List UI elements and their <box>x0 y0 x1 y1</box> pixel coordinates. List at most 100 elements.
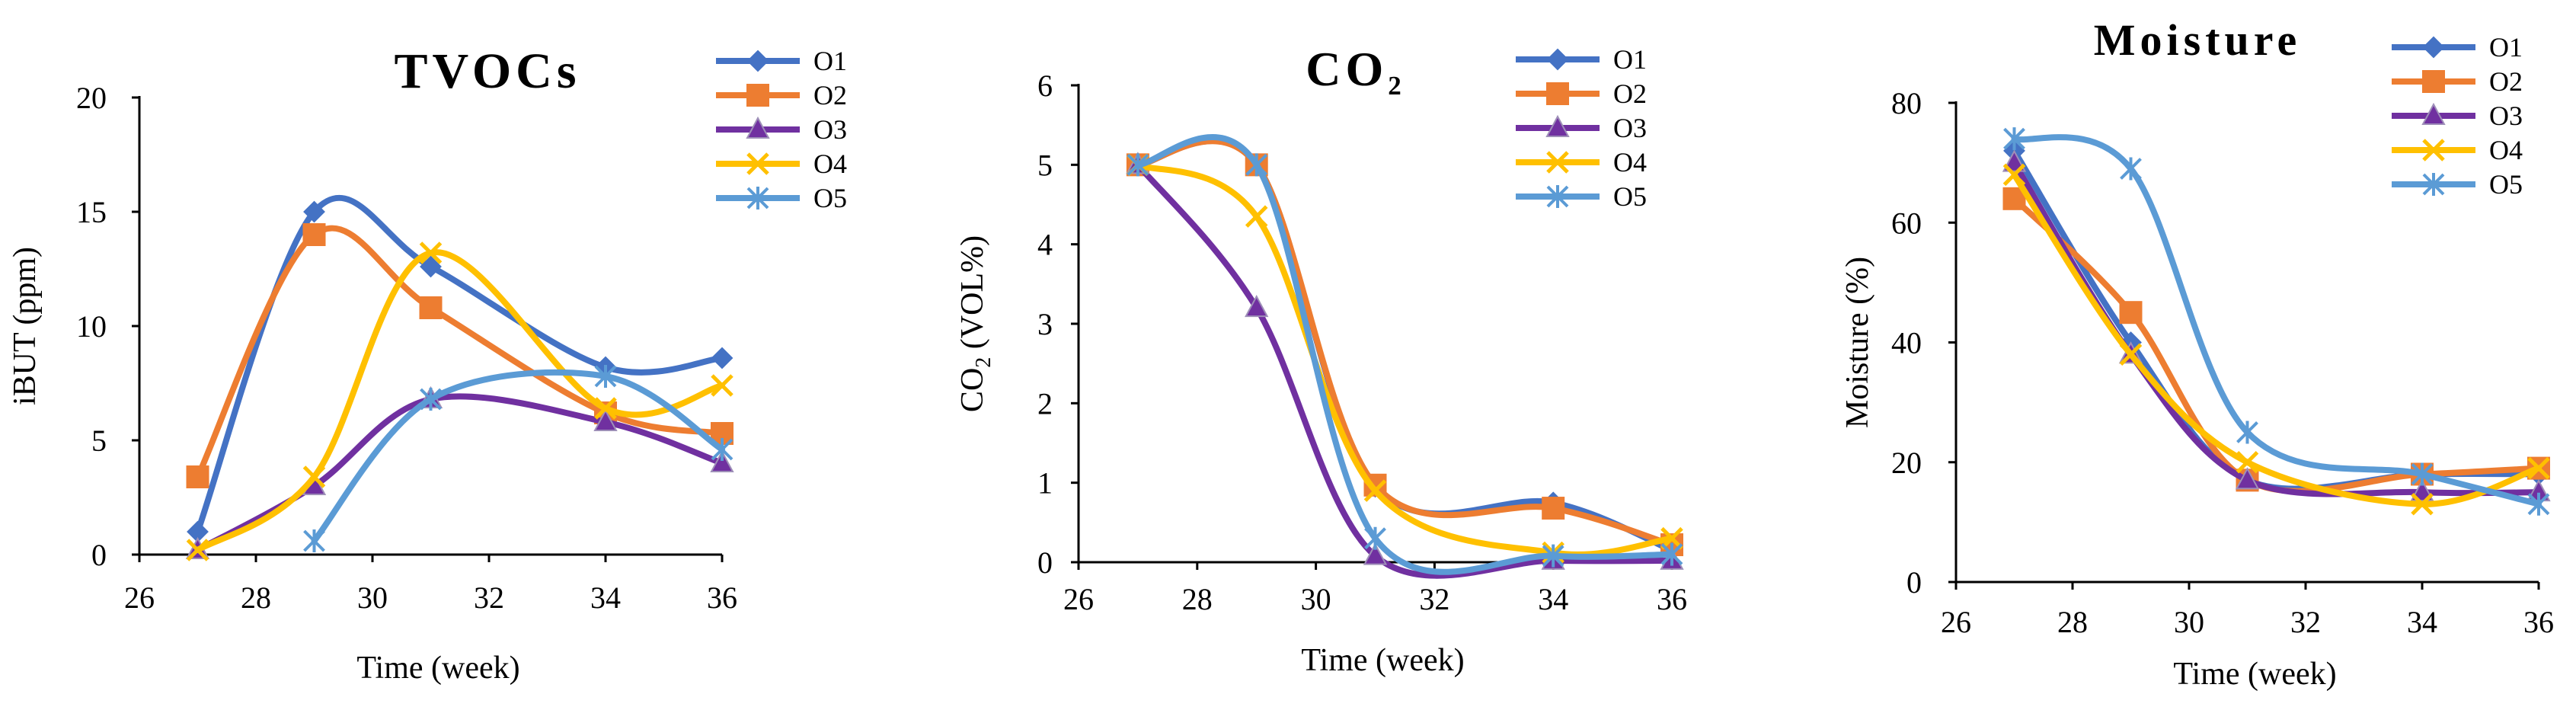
chart-title-subscript: 2 <box>1388 71 1406 101</box>
data-point-o3 <box>2410 478 2434 502</box>
series-line-o1 <box>2011 147 2542 492</box>
legend-label: O4 <box>1613 147 1647 178</box>
y-axis-label-main: Moisture (%) <box>1840 257 1875 428</box>
legend-label: O5 <box>1613 181 1647 212</box>
series-o2 <box>2002 187 2550 494</box>
legend-label: O4 <box>2489 135 2523 165</box>
x-axis-label: Time (week) <box>1301 643 1464 678</box>
data-point-o2 <box>302 223 326 246</box>
data-point-o3 <box>1363 542 1388 565</box>
legend-label: O2 <box>813 80 847 110</box>
x-tick-label: 36 <box>707 580 737 615</box>
legend-item-o3: O3 <box>2392 101 2523 131</box>
legend-label: O2 <box>2489 66 2523 97</box>
y-axis-label-unit: (VOL%) <box>955 235 990 357</box>
data-point-o4 <box>2119 343 2143 366</box>
legend-item-o1: O1 <box>716 46 847 76</box>
data-point-o3 <box>593 408 618 431</box>
y-axis-label: CO2 (VOL%) <box>955 235 996 412</box>
series-line-o5 <box>1134 134 1675 575</box>
legend-marker-o2 <box>1546 82 1569 105</box>
x-tick-label: 36 <box>2523 605 2554 639</box>
series-o2 <box>186 223 733 488</box>
series-o5 <box>2003 127 2550 516</box>
x-tick-label: 26 <box>124 580 155 615</box>
data-point-o2 <box>419 296 443 319</box>
x-tick-label: 34 <box>590 580 621 615</box>
legend-label: O4 <box>813 149 847 179</box>
legend-marker-o4 <box>2422 139 2445 162</box>
chart-tvocs: 0 5 10 15 20 26 28 30 32 34 36 Time (week) iBUT (ppm… <box>8 43 847 686</box>
x-tick-label: 26 <box>1063 582 1094 616</box>
series-line-o4 <box>1134 162 1675 558</box>
y-axis-label-main: iBUT (ppm) <box>8 247 43 405</box>
legend-item-o2: O2 <box>2392 66 2523 97</box>
data-point-o5 <box>2003 127 2025 151</box>
series-o1 <box>187 195 733 543</box>
x-tick-label: 30 <box>1301 582 1331 616</box>
y-tick-label: 60 <box>1891 206 1922 240</box>
y-tick-label: 4 <box>1037 228 1053 262</box>
series-o5 <box>1127 134 1683 575</box>
x-tick-label: 32 <box>474 580 504 615</box>
data-point-o4 <box>594 397 617 420</box>
data-point-o5 <box>1127 153 1149 177</box>
legend: O1 O2 O3 O4 O5 <box>2392 32 2523 200</box>
data-point-o4 <box>419 241 443 264</box>
x-axis-label: Time (week) <box>2173 657 2336 692</box>
y-axis-label: Moisture (%) <box>1840 257 1875 428</box>
x-tick-label: 32 <box>1419 582 1449 616</box>
x-tick-label: 32 <box>2290 605 2321 639</box>
legend-label: O3 <box>1613 113 1647 143</box>
chart-title: Moisture <box>2094 15 2301 65</box>
series-line-o1 <box>194 195 725 535</box>
legend-marker-o1 <box>1546 48 1569 71</box>
series-line-o5 <box>311 369 725 544</box>
y-tick-label: 2 <box>1037 386 1053 421</box>
legend-marker-o5 <box>1546 185 1569 208</box>
series-o3 <box>2002 149 2551 502</box>
series-o2 <box>1126 138 1683 557</box>
data-point-o3 <box>1245 295 1269 318</box>
data-point-o5 <box>1660 542 1683 566</box>
data-point-o5 <box>1542 544 1564 568</box>
legend-label: O3 <box>2489 101 2523 131</box>
legend-item-o2: O2 <box>716 80 847 110</box>
legend-marker-o5 <box>2422 173 2445 196</box>
series-o4 <box>186 241 733 561</box>
y-tick-label: 6 <box>1037 69 1053 103</box>
legend-label: O3 <box>813 114 847 145</box>
y-tick-label: 80 <box>1891 86 1922 120</box>
data-point-o4 <box>302 465 326 488</box>
series-line-o3 <box>194 393 725 553</box>
legend-item-o4: O4 <box>1516 147 1647 178</box>
chart-moisture: 0 20 40 60 80 26 28 30 32 34 36 Time (week) Moisture… <box>1840 15 2554 692</box>
data-point-o4 <box>2527 456 2550 480</box>
x-tick-label: 34 <box>1538 582 1568 616</box>
series-line-o1 <box>1134 138 1675 554</box>
y-tick-label: 0 <box>1037 545 1053 580</box>
legend-label: O1 <box>2489 32 2523 62</box>
x-axis-label: Time (week) <box>356 651 519 686</box>
data-point-o5 <box>2411 462 2434 486</box>
x-tick-label: 34 <box>2407 605 2437 639</box>
data-point-o5 <box>2527 492 2550 516</box>
y-axis-label: iBUT (ppm) <box>8 247 43 405</box>
chart-title-main: Moisture <box>2094 15 2301 65</box>
series-line-o2 <box>2011 195 2542 494</box>
legend-item-o3: O3 <box>716 114 847 145</box>
data-point-o5 <box>2236 421 2258 444</box>
legend-marker-o2 <box>746 84 769 107</box>
y-tick-label: 10 <box>76 309 107 344</box>
legend-marker-o4 <box>1546 151 1569 174</box>
data-point-o5 <box>1245 153 1268 177</box>
data-point-o5 <box>420 388 442 411</box>
legend-item-o5: O5 <box>2392 169 2523 200</box>
x-tick-label: 28 <box>241 580 271 615</box>
legend-item-o5: O5 <box>1516 181 1647 212</box>
data-point-o5 <box>711 438 733 461</box>
series-line-o2 <box>194 225 725 480</box>
data-point-o1 <box>420 255 442 278</box>
